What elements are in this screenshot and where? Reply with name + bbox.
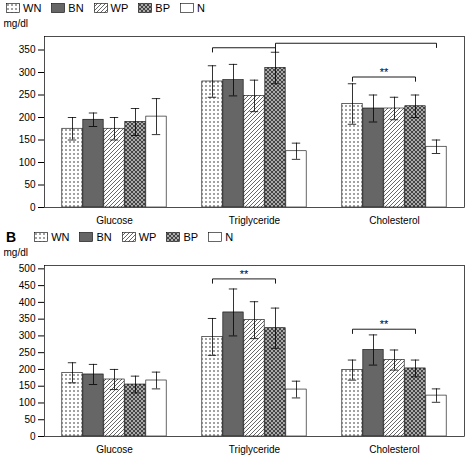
svg-text:200: 200: [19, 364, 36, 375]
svg-text:**: **: [380, 318, 389, 330]
html-text:BN: BN: [68, 2, 84, 14]
svg-text:250: 250: [19, 347, 36, 358]
svg-text:300: 300: [19, 67, 36, 78]
svg-text:150: 150: [19, 380, 36, 391]
svg-text:500: 500: [19, 263, 36, 274]
svg-text:mg/dl: mg/dl: [4, 247, 28, 258]
svg-text:50: 50: [24, 179, 36, 190]
svg-text:**: **: [240, 268, 249, 280]
svg-text:450: 450: [19, 280, 36, 291]
svg-text:Glucose: Glucose: [96, 215, 133, 226]
svg-text:Cholesterol: Cholesterol: [369, 444, 420, 455]
svg-text:350: 350: [19, 44, 36, 55]
html-text:N: N: [225, 231, 234, 243]
svg-text:Cholesterol: Cholesterol: [369, 215, 420, 226]
html-text:WP: WP: [138, 231, 157, 243]
html-text:BN: BN: [96, 231, 112, 243]
svg-text:Triglyceride: Triglyceride: [229, 444, 281, 455]
svg-text:200: 200: [19, 112, 36, 123]
svg-text:mg/dl: mg/dl: [4, 18, 28, 29]
svg-text:Triglyceride: Triglyceride: [229, 215, 281, 226]
svg-text:150: 150: [19, 134, 36, 145]
svg-text:0: 0: [30, 202, 36, 213]
svg-text:350: 350: [19, 313, 36, 324]
svg-text:Glucose: Glucose: [96, 444, 133, 455]
svg-text:300: 300: [19, 330, 36, 341]
html-text:BP: BP: [155, 2, 170, 14]
svg-text:0: 0: [30, 431, 36, 442]
svg-text:50: 50: [24, 414, 36, 425]
html-text:WN: WN: [23, 2, 42, 14]
html-text:WN: WN: [51, 231, 70, 243]
html-text:BP: BP: [183, 231, 199, 243]
html-text:N: N: [197, 2, 205, 14]
svg-text:250: 250: [19, 89, 36, 100]
svg-text:**: **: [380, 66, 389, 78]
html-text:B: B: [6, 229, 17, 245]
svg-text:400: 400: [19, 297, 36, 308]
svg-text:100: 100: [19, 397, 36, 408]
svg-text:100: 100: [19, 157, 36, 168]
html-text:WP: WP: [110, 2, 129, 14]
